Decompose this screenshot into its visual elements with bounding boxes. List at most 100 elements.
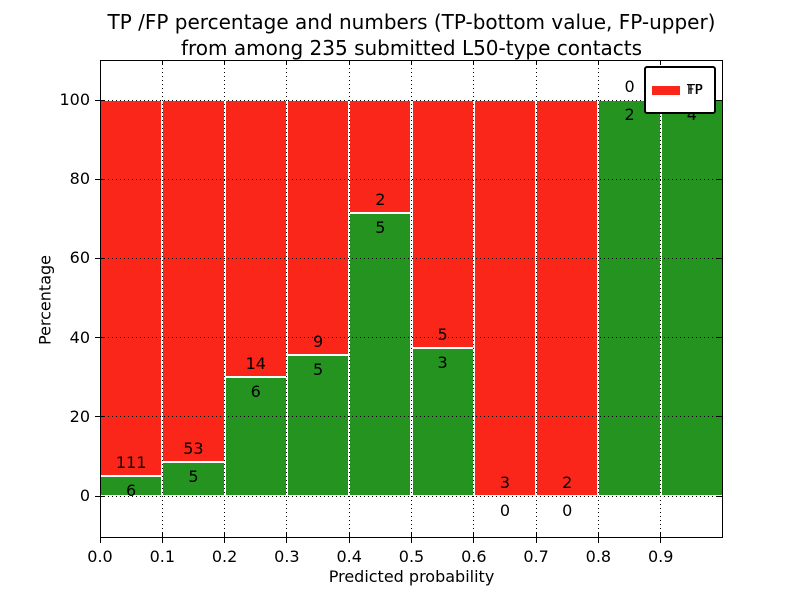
x-top-tick xyxy=(597,60,599,65)
fp-bar xyxy=(473,100,537,496)
y-right-tick xyxy=(717,178,722,180)
tp-count-label: 5 xyxy=(375,218,386,238)
x-tick xyxy=(597,533,599,543)
v-gridline xyxy=(597,60,599,538)
x-tick xyxy=(535,533,537,543)
x-tick-label: 0.2 xyxy=(211,547,238,566)
v-gridline xyxy=(224,60,226,538)
x-tick xyxy=(660,533,662,543)
fp-color-swatch xyxy=(652,85,680,95)
y-tick xyxy=(95,495,105,497)
y-tick xyxy=(95,416,105,418)
x-top-tick xyxy=(224,60,226,65)
v-gridline xyxy=(348,60,350,538)
x-tick xyxy=(348,533,350,543)
fp-count-label: 2 xyxy=(562,473,573,492)
fp-bar xyxy=(286,100,350,355)
y-right-tick xyxy=(717,99,722,101)
x-top-tick xyxy=(535,60,537,65)
x-tick-label: 0.3 xyxy=(274,547,300,566)
tp-count-label: 2 xyxy=(624,105,635,124)
y-tick-label: 40 xyxy=(69,327,90,347)
tp-count-label: 5 xyxy=(312,359,324,379)
fp-count-label: 53 xyxy=(183,438,204,458)
tp-bar xyxy=(224,377,287,496)
x-top-tick xyxy=(348,60,350,65)
y-tick-label: 20 xyxy=(69,406,90,426)
tp-bar xyxy=(598,100,661,496)
y-tick xyxy=(95,99,105,101)
x-top-tick xyxy=(286,60,288,65)
tp-count-label: 6 xyxy=(126,480,137,500)
fp-count-label: 5 xyxy=(437,324,448,344)
y-tick-label: 0 xyxy=(79,486,90,505)
v-gridline xyxy=(411,60,412,538)
fp-count-label: 111 xyxy=(115,452,147,472)
y-tick-label: 80 xyxy=(69,169,90,189)
x-tick xyxy=(286,533,288,543)
x-tick-label: 0.4 xyxy=(336,547,362,566)
legend: TP FP xyxy=(644,66,716,114)
tp-count-label: 0 xyxy=(499,501,511,520)
x-top-tick xyxy=(411,60,412,65)
x-tick-label: 0.1 xyxy=(149,547,176,566)
tp-bar xyxy=(162,461,225,496)
chart-title-line1: TP /FP percentage and numbers (TP-bottom… xyxy=(107,10,716,34)
y-right-tick xyxy=(717,495,722,497)
legend-label-fp: FP xyxy=(687,82,703,98)
tp-count-label: 4 xyxy=(686,105,697,124)
y-tick-label: 60 xyxy=(69,248,90,268)
fp-bar xyxy=(411,100,474,348)
tp-count-label: 0 xyxy=(562,501,573,520)
y-tick-label: 100 xyxy=(59,90,90,109)
x-top-tick xyxy=(473,60,475,65)
x-top-tick xyxy=(161,60,163,65)
v-gridline xyxy=(286,60,288,538)
tp-bar xyxy=(349,213,412,496)
v-gridline xyxy=(660,60,662,538)
x-axis-label: Predicted probability xyxy=(328,567,495,586)
fp-count-label: 9 xyxy=(312,331,324,351)
fp-count-label: 2 xyxy=(375,190,386,210)
x-tick xyxy=(99,533,101,543)
tp-count-label: 5 xyxy=(188,466,199,486)
y-tick xyxy=(95,257,105,259)
fp-count-label: 14 xyxy=(245,354,266,374)
v-gridline xyxy=(473,60,475,538)
chart-title-line2: from among 235 submitted L50-type contac… xyxy=(180,36,643,60)
fp-count-label: 3 xyxy=(499,473,511,492)
y-tick xyxy=(95,337,105,339)
x-tick-label: 0.6 xyxy=(461,547,487,566)
tp-count-label: 6 xyxy=(250,382,261,402)
x-tick-label: 0.0 xyxy=(87,547,113,566)
tp-count-label: 3 xyxy=(437,352,448,372)
v-gridline xyxy=(535,60,537,538)
y-tick xyxy=(95,178,105,180)
x-tick xyxy=(224,533,226,543)
x-tick xyxy=(473,533,475,543)
legend-item-fp: FP xyxy=(652,84,702,97)
x-tick-label: 0.9 xyxy=(647,547,674,566)
tp-bar xyxy=(286,354,350,496)
x-top-tick xyxy=(99,60,101,65)
fp-bar xyxy=(349,100,412,214)
tp-bar xyxy=(411,347,474,496)
fp-bar xyxy=(224,100,287,378)
x-tick-label: 0.7 xyxy=(523,547,549,566)
chart-title: TP /FP percentage and numbers (TP-bottom… xyxy=(100,9,723,61)
v-gridline xyxy=(161,60,163,538)
x-tick-label: 0.8 xyxy=(585,547,612,566)
fp-bar xyxy=(162,100,225,462)
y-right-tick xyxy=(717,337,722,339)
x-tick xyxy=(161,533,163,543)
y-right-tick xyxy=(717,257,722,259)
x-tick-label: 0.5 xyxy=(398,547,425,566)
y-right-tick xyxy=(717,416,722,418)
legend-label-tp: TP xyxy=(687,82,703,98)
x-top-tick xyxy=(660,60,662,65)
fp-count-label: 0 xyxy=(624,77,635,96)
x-tick xyxy=(411,533,412,543)
fp-bar xyxy=(536,100,599,496)
